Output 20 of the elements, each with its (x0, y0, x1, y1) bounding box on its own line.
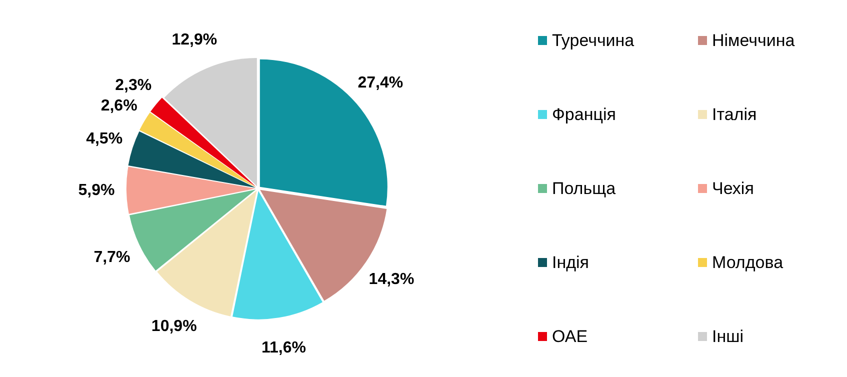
data-label: 4,5% (86, 130, 123, 148)
data-label: 11,6% (261, 339, 306, 356)
data-label: 14,3% (368, 270, 414, 288)
data-label: 27,4% (358, 74, 404, 92)
legend-label: ОАЕ (552, 326, 588, 346)
legend-label: Інші (712, 326, 744, 346)
data-label: 2,3% (115, 77, 152, 94)
legend-label: Чехія (712, 178, 754, 198)
data-label: 5,9% (78, 182, 115, 200)
data-label: 10,9% (151, 318, 197, 335)
legend-label: Італія (712, 104, 757, 124)
legend-label: Франція (552, 104, 616, 124)
legend-label: Польща (552, 178, 616, 198)
legend-label: Туреччина (552, 30, 634, 50)
legend-label: Німеччина (712, 30, 795, 50)
data-label: 12,9% (172, 31, 218, 48)
legend-label: Індія (552, 252, 590, 272)
legend-label: Молдова (712, 252, 784, 272)
data-label: 2,6% (100, 98, 138, 115)
data-label: 7,7% (94, 248, 130, 266)
